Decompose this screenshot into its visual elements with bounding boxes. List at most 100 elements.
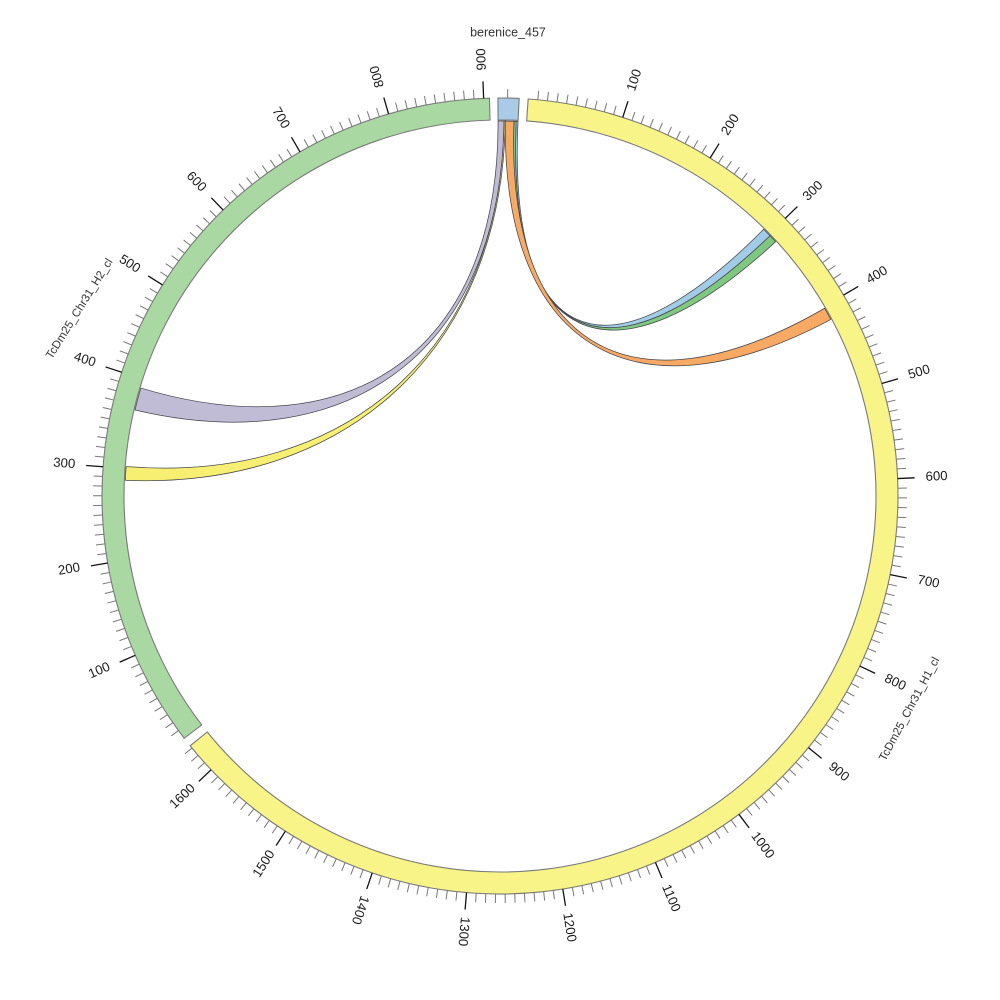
minor-tick xyxy=(833,273,842,280)
minor-tick xyxy=(211,776,219,784)
minor-tick xyxy=(706,835,713,844)
tick-label: 500 xyxy=(117,251,144,275)
tick-label: 600 xyxy=(925,468,948,484)
minor-tick xyxy=(231,189,238,198)
minor-tick xyxy=(95,445,106,449)
minor-tick xyxy=(100,416,110,420)
minor-tick xyxy=(871,638,880,644)
minor-tick xyxy=(127,332,136,337)
major-tick xyxy=(881,378,899,385)
minor-tick xyxy=(278,154,284,163)
minor-tick xyxy=(144,296,153,303)
minor-tick xyxy=(453,91,456,101)
minor-tick xyxy=(339,121,344,131)
minor-tick xyxy=(771,197,778,206)
minor-tick xyxy=(433,94,437,104)
minor-tick xyxy=(109,609,119,614)
minor-tick xyxy=(831,716,840,722)
minor-tick xyxy=(416,885,420,895)
minor-tick xyxy=(730,819,737,828)
minor-tick xyxy=(312,134,318,143)
minor-tick xyxy=(888,583,898,587)
minor-tick xyxy=(877,620,887,625)
minor-tick xyxy=(119,636,129,642)
minor-tick xyxy=(768,789,776,797)
ribbon-green xyxy=(513,120,777,331)
minor-tick xyxy=(575,96,579,106)
minor-tick xyxy=(395,102,399,112)
major-tick xyxy=(622,101,629,118)
tick-label: 1400 xyxy=(349,894,373,927)
minor-tick xyxy=(836,707,845,714)
minor-tick xyxy=(397,881,401,891)
minor-tick xyxy=(618,875,623,885)
minor-tick xyxy=(814,739,822,746)
minor-tick xyxy=(98,426,108,429)
minor-tick xyxy=(423,95,427,106)
minor-tick xyxy=(848,298,857,304)
minor-tick xyxy=(332,858,337,868)
major-tick xyxy=(90,562,108,567)
minor-tick xyxy=(238,183,246,191)
major-tick xyxy=(562,888,567,906)
minor-tick xyxy=(693,140,699,149)
minor-tick xyxy=(357,114,362,124)
minor-tick xyxy=(855,674,864,680)
major-tick xyxy=(738,813,750,829)
minor-tick xyxy=(896,457,906,460)
minor-tick xyxy=(667,126,672,136)
tick-label: 100 xyxy=(86,659,112,682)
major-tick xyxy=(290,136,301,153)
minor-tick xyxy=(841,699,850,706)
tick-label: 300 xyxy=(53,455,76,472)
minor-tick xyxy=(875,361,885,366)
minor-tick xyxy=(94,533,104,536)
minor-tick xyxy=(863,656,873,662)
minor-tick xyxy=(406,883,410,893)
major-tick xyxy=(784,206,798,219)
minor-tick xyxy=(330,125,335,135)
minor-tick xyxy=(533,892,536,902)
minor-tick xyxy=(435,889,439,899)
minor-tick xyxy=(763,191,771,199)
minor-tick xyxy=(426,887,429,897)
minor-tick xyxy=(663,858,669,867)
minor-tick xyxy=(218,783,226,791)
minor-tick xyxy=(782,775,790,783)
ideogram-TcDm25_Chr31_H2_cl xyxy=(101,97,491,740)
minor-tick xyxy=(209,210,217,218)
minor-tick xyxy=(253,171,261,179)
minor-tick xyxy=(135,672,144,678)
minor-tick xyxy=(387,878,392,888)
minor-tick xyxy=(97,552,107,556)
minor-tick xyxy=(149,288,158,294)
tick-label: 800 xyxy=(366,64,387,89)
minor-tick xyxy=(613,105,617,115)
tick-label: 600 xyxy=(184,168,210,194)
major-tick xyxy=(210,197,224,211)
minor-tick xyxy=(746,808,753,816)
minor-tick xyxy=(445,890,448,900)
ideogram-name-TcDm25_Chr31_H2_cl: TcDm25_Chr31_H2_cl xyxy=(44,257,115,361)
minor-tick xyxy=(788,768,797,776)
minor-tick xyxy=(581,885,585,895)
minor-tick xyxy=(894,545,904,548)
minor-tick xyxy=(810,241,819,248)
minor-tick xyxy=(640,115,645,124)
tick-label: 1500 xyxy=(249,847,277,880)
minor-tick xyxy=(594,100,598,110)
minor-tick xyxy=(761,795,768,804)
ideogram-bands-layer xyxy=(101,97,899,895)
minor-tick xyxy=(170,730,179,737)
minor-tick xyxy=(672,854,678,863)
minor-tick xyxy=(189,232,198,239)
ribbons-layer xyxy=(124,120,832,482)
minor-tick xyxy=(191,755,199,762)
minor-tick xyxy=(165,722,174,729)
major-tick xyxy=(890,573,907,579)
minor-tick xyxy=(240,802,247,810)
ribbon-orange xyxy=(504,120,832,367)
minor-tick xyxy=(177,247,185,254)
